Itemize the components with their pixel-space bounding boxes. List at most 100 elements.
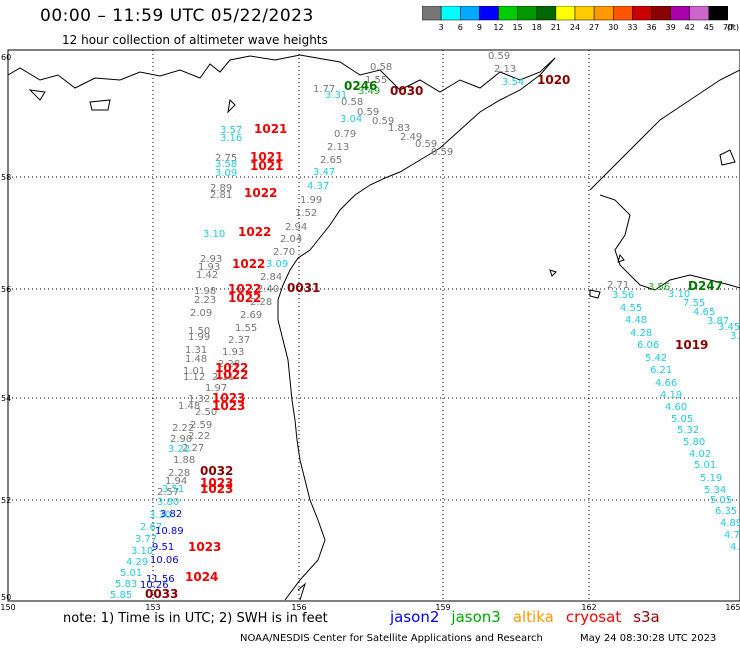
time-label: 1023 xyxy=(200,482,233,496)
wave-height-label: 0.58 xyxy=(370,62,392,73)
lon-label: 159 xyxy=(435,603,450,612)
wave-height-label: 3.04 xyxy=(340,114,362,125)
wave-height-label: 5.01 xyxy=(694,460,716,471)
wave-height-label: 0.59 xyxy=(431,147,453,158)
wave-height-label: 2.90 xyxy=(170,434,192,445)
wave-height-label: 3.54 xyxy=(502,77,524,88)
lat-axis-labels: 60 58 56 54 52 50 xyxy=(1,53,11,602)
wave-height-label: 1.88 xyxy=(173,455,195,466)
wave-height-label: 5.34 xyxy=(704,485,726,496)
wave-height-label: 5.80 xyxy=(683,437,705,448)
wave-height-label: 1.55 xyxy=(365,75,387,86)
wave-height-label: 0.59 xyxy=(415,139,437,150)
wave-height-label: 0.59 xyxy=(488,51,510,62)
wave-height-label: 2.28 xyxy=(250,297,272,308)
wave-height-label: 2.71 xyxy=(607,280,629,291)
wave-height-label: 5.01 xyxy=(120,568,142,579)
wave-height-label: 3.49 xyxy=(358,86,380,97)
wave-height-label: 5.32 xyxy=(677,425,699,436)
wave-height-label: 4.02 xyxy=(689,449,711,460)
wave-height-label: 5.83 xyxy=(115,579,137,590)
footer-note: note: 1) Time is in UTC; 2) SWH is in fe… xyxy=(63,611,328,626)
wave-height-label: 4.55 xyxy=(620,303,642,314)
color-scale-label: 45 xyxy=(703,23,714,32)
color-scale-label: 24 xyxy=(569,23,581,32)
wave-height-label: 1.42 xyxy=(196,270,218,281)
wave-height-label: 4.19 xyxy=(660,390,682,401)
wave-height-label: 1.32 xyxy=(188,394,210,405)
time-label: 1022 xyxy=(232,257,265,271)
time-label: 1021 xyxy=(250,159,283,173)
wave-height-label: 3.51 xyxy=(162,484,184,495)
wave-height-label: 2.84 xyxy=(260,272,282,283)
wave-height-label: 2.22 xyxy=(172,423,194,434)
wave-height-label: 6.35 xyxy=(715,506,737,517)
wave-height-label: 5.42 xyxy=(645,353,667,364)
wave-height-label: 3.31 xyxy=(325,90,347,101)
credit-line: NOAA/NESDIS Center for Satellite Applica… xyxy=(240,633,543,644)
wave-height-label: 2.89 xyxy=(210,183,232,194)
lon-axis-labels: 150 153 156 159 162 165 xyxy=(0,603,740,612)
legend-item-jason2: jason2 xyxy=(390,608,440,626)
color-scale-label: 18 xyxy=(531,23,542,32)
lat-label: 54 xyxy=(1,394,11,403)
wave-height-label: 2.11 xyxy=(212,372,234,383)
satellite-legend: jason2 jason3 altika cryosat s3a xyxy=(390,608,672,626)
time-label: 1022 xyxy=(238,225,271,239)
wave-height-label: 4.7 xyxy=(724,530,740,541)
wave-height-label: 3.77 xyxy=(135,534,157,545)
wave-height-label: 4.66 xyxy=(655,378,677,389)
wave-height-label: 3.56 xyxy=(612,290,634,301)
wave-height-label: 1.77 xyxy=(313,84,335,95)
wave-height-label: 3.47 xyxy=(313,167,335,178)
color-scale-label: 30 xyxy=(608,23,619,32)
wave-height-label: 2.57 xyxy=(157,487,179,498)
wave-height-label: 4.65 xyxy=(693,307,715,318)
wave-height-label: 6.21 xyxy=(650,365,672,376)
wave-height-label: 1.01 xyxy=(183,366,205,377)
wave-height-label: 2.70 xyxy=(273,247,295,258)
time-label: 1023 xyxy=(200,476,233,490)
wave-height-label: 2.93 xyxy=(200,254,222,265)
wave-height-label: 4.28 xyxy=(630,328,652,339)
wave-height-label: 2.67 xyxy=(140,522,162,533)
lat-label: 50 xyxy=(1,593,11,602)
time-label: 1020 xyxy=(537,73,570,87)
color-scale-label: 21 xyxy=(550,23,561,32)
wave-height-label: 1.99 xyxy=(300,195,322,206)
wave-height-label: 9.51 xyxy=(152,542,174,553)
wave-height-label: 2.40 xyxy=(257,284,279,295)
wave-height-label: 10.26 xyxy=(140,580,169,591)
wave-height-label: 2.37 xyxy=(228,335,250,346)
wave-height-label: 2.59 xyxy=(190,420,212,431)
wave-height-label: 5.05 xyxy=(710,495,732,506)
wave-height-label: 0.59 xyxy=(357,107,379,118)
time-label: 1022 xyxy=(228,282,261,296)
wave-height-label: 11.56 xyxy=(146,574,175,585)
wave-height-label: 1.93 xyxy=(222,347,244,358)
wave-height-label: 10.06 xyxy=(150,555,179,566)
time-label: 1024 xyxy=(185,570,218,584)
wave-height-label: 4.29 xyxy=(126,557,148,568)
wave-height-label: 3.09 xyxy=(215,168,237,179)
color-scale-label: 70 xyxy=(722,23,734,32)
wave-height-label: 2.13 xyxy=(494,64,516,75)
wave-height-label: 2.81 xyxy=(210,190,232,201)
time-label: D247 xyxy=(688,279,723,293)
wave-height-label: 3.58 xyxy=(215,159,237,170)
wave-height-label: 0.59 xyxy=(372,116,394,127)
wave-height-label: 2.65 xyxy=(320,155,342,166)
wave-height-label: 1.97 xyxy=(205,383,227,394)
time-label: 0033 xyxy=(145,587,178,601)
time-label: 1022 xyxy=(244,186,277,200)
time-label: 1023 xyxy=(212,391,245,405)
wave-height-label: 2.50 xyxy=(195,407,217,418)
wave-height-label: 2.13 xyxy=(327,142,349,153)
map-frame xyxy=(7,49,740,602)
wave-height-label: 3.57 xyxy=(220,125,242,136)
wave-height-label: 0.58 xyxy=(341,97,363,108)
wave-height-label: 2.94 xyxy=(285,222,307,233)
time-label: 1021 xyxy=(254,122,287,136)
lat-label: 58 xyxy=(1,173,11,182)
